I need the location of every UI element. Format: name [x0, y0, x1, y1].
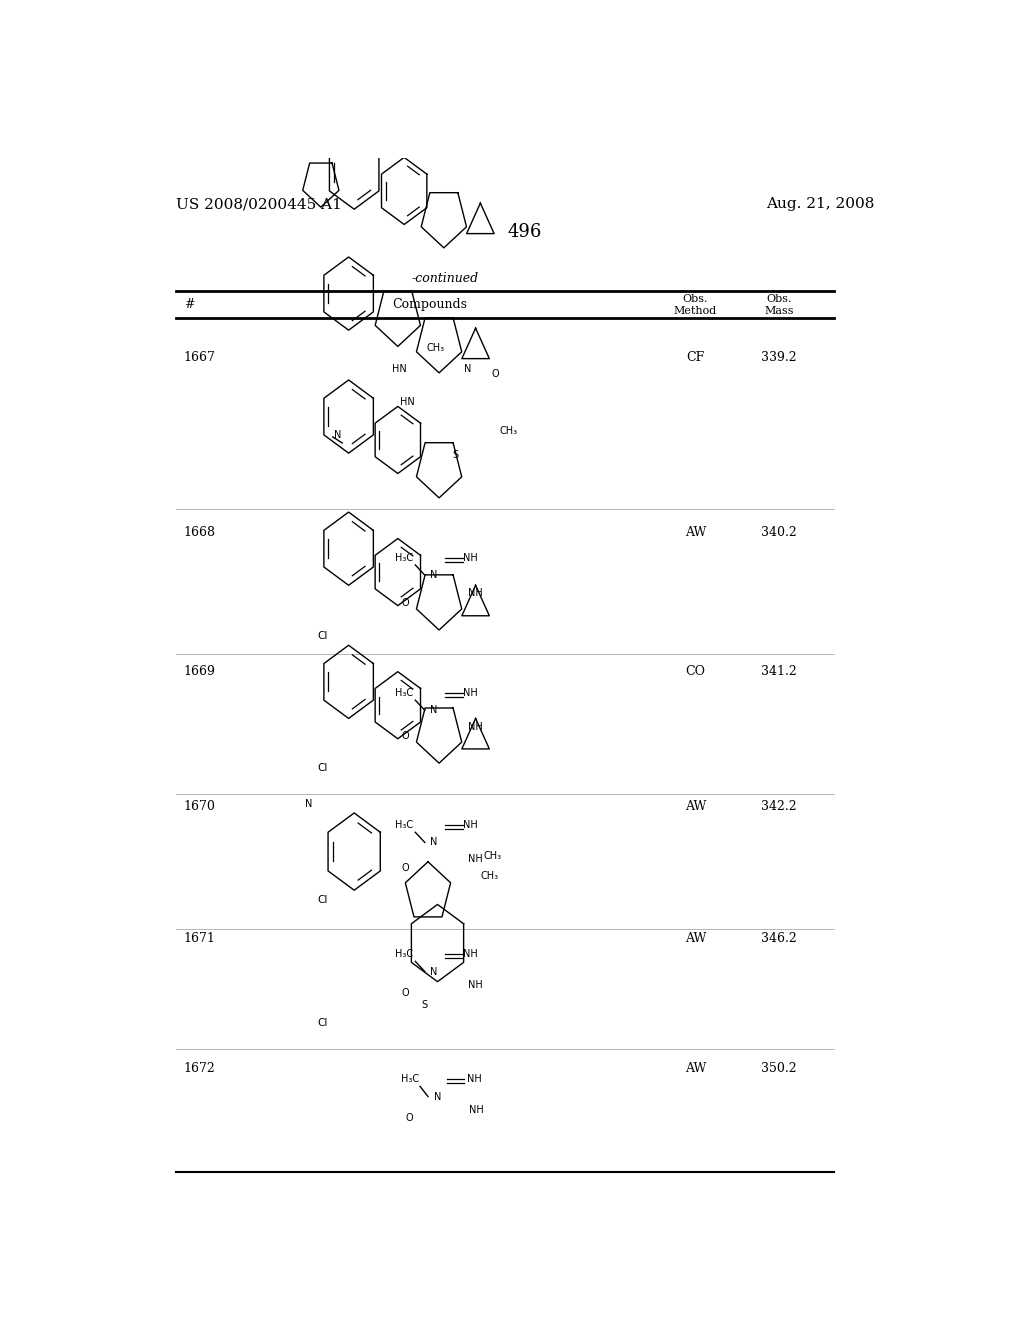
Text: O: O — [492, 368, 499, 379]
Text: Aug. 21, 2008: Aug. 21, 2008 — [766, 197, 873, 211]
Text: NH: NH — [468, 979, 482, 990]
Text: S: S — [422, 1001, 428, 1010]
Text: NH: NH — [469, 1105, 484, 1115]
Text: Obs.: Obs. — [766, 293, 792, 304]
Text: NH: NH — [468, 854, 482, 863]
Text: NH: NH — [467, 1074, 481, 1084]
Text: AW: AW — [685, 525, 707, 539]
Text: HN: HN — [392, 364, 407, 374]
Text: Obs.: Obs. — [683, 293, 709, 304]
Text: O: O — [406, 1113, 414, 1123]
Text: N: N — [334, 430, 341, 440]
Text: CH₃: CH₃ — [480, 871, 499, 880]
Text: O: O — [402, 863, 410, 873]
Text: #: # — [183, 298, 195, 312]
Text: 1670: 1670 — [183, 800, 215, 813]
Text: 340.2: 340.2 — [761, 525, 797, 539]
Text: US 2008/0200445 A1: US 2008/0200445 A1 — [176, 197, 341, 211]
Text: CH₃: CH₃ — [427, 343, 445, 354]
Text: H₃C: H₃C — [395, 688, 414, 698]
Text: H₃C: H₃C — [395, 820, 414, 830]
Text: Cl: Cl — [317, 895, 328, 906]
Text: N: N — [464, 364, 471, 374]
Text: HN: HN — [400, 397, 415, 408]
Text: 350.2: 350.2 — [761, 1061, 797, 1074]
Text: CO: CO — [685, 665, 706, 678]
Text: 1668: 1668 — [183, 525, 216, 539]
Text: N: N — [430, 966, 437, 977]
Text: H₃C: H₃C — [395, 949, 414, 960]
Text: 346.2: 346.2 — [761, 932, 797, 945]
Text: 339.2: 339.2 — [761, 351, 797, 364]
Text: AW: AW — [685, 1061, 707, 1074]
Text: Mass: Mass — [764, 306, 794, 315]
Text: NH: NH — [464, 949, 478, 960]
Text: Cl: Cl — [317, 631, 328, 642]
Text: Cl: Cl — [317, 763, 328, 774]
Text: NH: NH — [468, 589, 482, 598]
Text: 341.2: 341.2 — [761, 665, 797, 678]
Text: NH: NH — [464, 553, 478, 562]
Text: N: N — [430, 570, 437, 579]
Text: CH₃: CH₃ — [483, 850, 502, 861]
Text: CH₃: CH₃ — [500, 426, 517, 436]
Text: NH: NH — [464, 688, 478, 698]
Text: CF: CF — [686, 351, 705, 364]
Text: NH: NH — [464, 820, 478, 830]
Text: NH: NH — [468, 722, 482, 731]
Text: N: N — [430, 705, 437, 715]
Text: 1671: 1671 — [183, 932, 215, 945]
Text: AW: AW — [685, 800, 707, 813]
Text: Method: Method — [674, 306, 717, 315]
Text: 1672: 1672 — [183, 1061, 215, 1074]
Text: O: O — [402, 731, 410, 741]
Text: 342.2: 342.2 — [761, 800, 797, 813]
Text: H₃C: H₃C — [400, 1074, 419, 1084]
Text: 496: 496 — [508, 223, 542, 240]
Text: N: N — [430, 837, 437, 847]
Text: Compounds: Compounds — [392, 298, 467, 312]
Text: -continued: -continued — [412, 272, 479, 285]
Text: N: N — [434, 1092, 441, 1101]
Text: O: O — [402, 987, 410, 998]
Text: Cl: Cl — [317, 1018, 328, 1028]
Text: 1667: 1667 — [183, 351, 215, 364]
Text: S: S — [452, 450, 458, 461]
Text: N: N — [305, 799, 312, 809]
Text: AW: AW — [685, 932, 707, 945]
Text: H₃C: H₃C — [395, 553, 414, 562]
Text: O: O — [402, 598, 410, 607]
Text: 1669: 1669 — [183, 665, 215, 678]
